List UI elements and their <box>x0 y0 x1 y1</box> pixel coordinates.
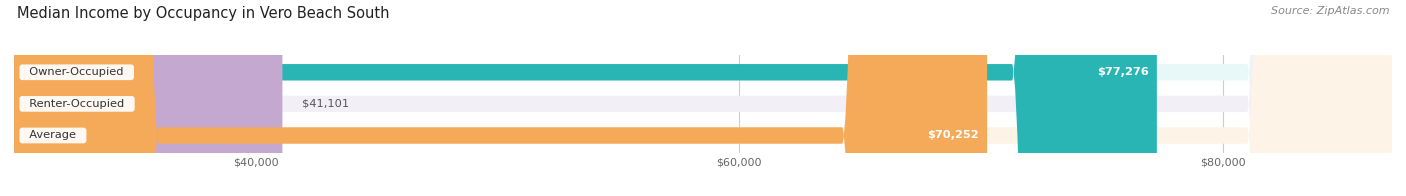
FancyBboxPatch shape <box>14 0 283 196</box>
Text: $70,252: $70,252 <box>927 131 979 141</box>
FancyBboxPatch shape <box>14 0 1392 196</box>
Text: Renter-Occupied: Renter-Occupied <box>22 99 132 109</box>
Text: Median Income by Occupancy in Vero Beach South: Median Income by Occupancy in Vero Beach… <box>17 6 389 21</box>
FancyBboxPatch shape <box>14 0 1157 196</box>
FancyBboxPatch shape <box>14 0 1392 196</box>
Text: Average: Average <box>22 131 83 141</box>
FancyBboxPatch shape <box>14 0 987 196</box>
Text: Owner-Occupied: Owner-Occupied <box>22 67 131 77</box>
FancyBboxPatch shape <box>14 0 1392 196</box>
Text: $41,101: $41,101 <box>302 99 349 109</box>
Text: Source: ZipAtlas.com: Source: ZipAtlas.com <box>1271 6 1389 16</box>
Text: $77,276: $77,276 <box>1097 67 1149 77</box>
